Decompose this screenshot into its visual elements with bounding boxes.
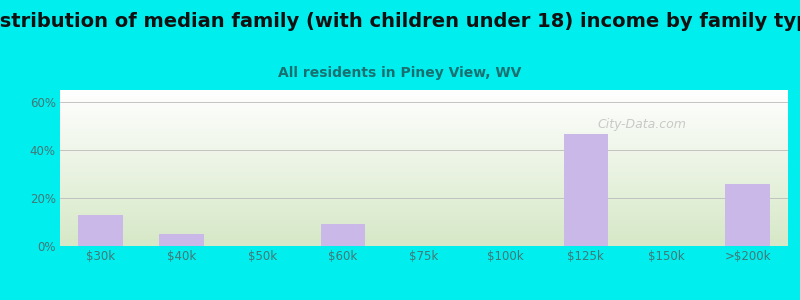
Bar xyxy=(159,234,203,246)
Bar xyxy=(78,215,122,246)
Bar xyxy=(726,184,770,246)
Text: All residents in Piney View, WV: All residents in Piney View, WV xyxy=(278,66,522,80)
Bar xyxy=(563,134,608,246)
Text: City-Data.com: City-Data.com xyxy=(598,118,687,131)
Text: Distribution of median family (with children under 18) income by family type: Distribution of median family (with chil… xyxy=(0,12,800,31)
Bar xyxy=(321,224,366,246)
